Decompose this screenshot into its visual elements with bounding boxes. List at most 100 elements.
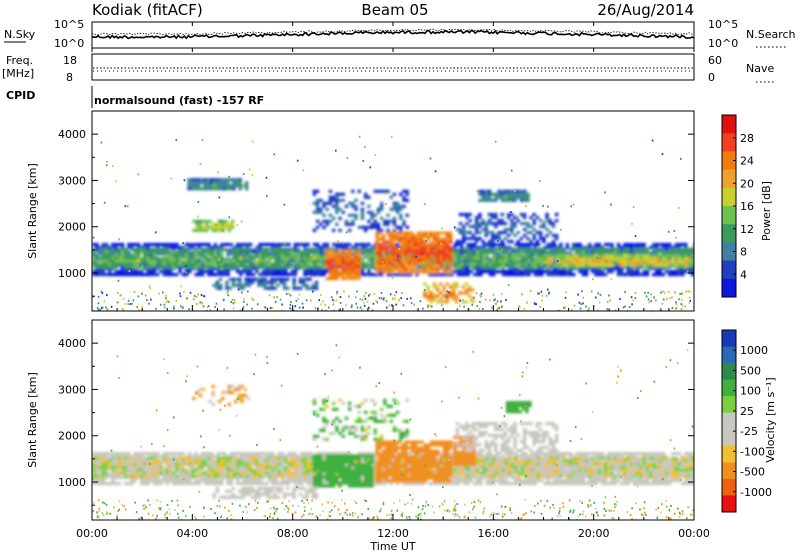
heatmap-cell — [130, 270, 134, 273]
heatmap-cell — [105, 452, 109, 455]
noise-pixel — [385, 193, 387, 195]
heatmap-cell — [166, 243, 170, 246]
heatmap-cell — [286, 278, 290, 281]
heatmap-cell — [544, 255, 548, 258]
heatmap-cell — [399, 208, 403, 211]
heatmap-cell — [553, 251, 557, 254]
noise-pixel — [141, 306, 143, 308]
heatmap-cell — [134, 248, 138, 251]
heatmap-cell — [513, 225, 517, 228]
noise-pixel — [365, 298, 367, 300]
heatmap-cell — [370, 273, 374, 276]
heatmap-cell — [98, 260, 102, 263]
heatmap-cell — [313, 190, 317, 193]
heatmap-cell — [201, 251, 205, 254]
heatmap-cell — [236, 257, 240, 260]
heatmap-cell — [348, 214, 352, 217]
heatmap-cell — [460, 263, 464, 266]
heatmap-cell — [417, 261, 421, 264]
heatmap-cell — [427, 243, 431, 246]
heatmap-cell — [521, 273, 525, 276]
heatmap-cell — [233, 260, 237, 263]
heatmap-cell — [510, 222, 513, 225]
noise-pixel — [457, 308, 459, 310]
heatmap-cell — [303, 243, 307, 246]
heatmap-cell — [524, 263, 528, 266]
heatmap-cell — [655, 248, 659, 251]
heatmap-cell — [546, 243, 550, 246]
heatmap-cell — [393, 220, 397, 223]
heatmap-cell — [414, 270, 418, 273]
heatmap-cell — [172, 260, 176, 263]
heatmap-cell — [199, 220, 203, 223]
noise-pixel — [331, 296, 333, 298]
heatmap-cell — [201, 243, 205, 246]
heatmap-cell — [361, 270, 365, 273]
heatmap-cell — [476, 254, 480, 257]
heatmap-cell — [594, 248, 598, 251]
heatmap-cell — [433, 270, 437, 273]
heatmap-cell — [230, 243, 234, 246]
heatmap-cell — [159, 482, 163, 485]
heatmap-cell — [456, 228, 460, 231]
heatmap-cell — [198, 263, 202, 266]
heatmap-cell — [249, 452, 253, 455]
heatmap-cell — [382, 234, 386, 237]
heatmap-cell — [507, 216, 511, 219]
heatmap-cell — [225, 281, 229, 284]
heatmap-cell — [588, 248, 592, 251]
heatmap-cell — [239, 452, 243, 455]
heatmap-cell — [242, 243, 246, 246]
heatmap-cell — [316, 205, 320, 208]
heatmap-cell — [332, 205, 336, 208]
heatmap-cell — [406, 226, 410, 229]
heatmap-cell — [527, 254, 531, 257]
heatmap-cell — [217, 263, 221, 266]
heatmap-cell — [439, 300, 443, 303]
heatmap-cell — [213, 181, 217, 184]
heatmap-cell — [98, 273, 102, 276]
heatmap-cell — [476, 248, 480, 251]
noise-pixel — [145, 295, 147, 297]
heatmap-cell — [260, 281, 264, 284]
heatmap-cell — [640, 255, 644, 258]
heatmap-cell — [485, 225, 489, 228]
heatmap-cell — [220, 251, 224, 254]
heatmap-cell — [382, 237, 386, 240]
heatmap-cell — [351, 214, 355, 217]
heatmap-cell — [271, 452, 275, 455]
heatmap-cell — [501, 199, 505, 202]
noise-pixel — [162, 292, 164, 294]
heatmap-cell — [223, 184, 227, 187]
noise-pixel — [599, 301, 601, 303]
noise-pixel — [648, 301, 650, 303]
heatmap-cell — [530, 248, 534, 251]
heatmap-cell — [492, 270, 496, 273]
noise-pixel — [381, 292, 383, 294]
heatmap-cell — [121, 260, 125, 263]
heatmap-cell — [95, 243, 99, 246]
heatmap-cell — [226, 251, 230, 254]
heatmap-cell — [178, 246, 182, 249]
heatmap-cell — [249, 248, 253, 251]
heatmap-cell — [475, 240, 479, 243]
heatmap-cell — [249, 261, 253, 264]
heatmap-cell — [478, 213, 482, 216]
noise-pixel — [347, 251, 349, 253]
heatmap-cell — [191, 181, 195, 184]
heatmap-cell — [457, 251, 461, 254]
heatmap-cell — [455, 282, 459, 285]
heatmap-cell — [175, 452, 179, 455]
heatmap-cell — [284, 263, 288, 266]
heatmap-cell — [319, 273, 323, 276]
heatmap-cell — [598, 248, 602, 251]
heatmap-cell — [502, 270, 506, 273]
noise-pixel — [288, 293, 290, 295]
heatmap-cell — [459, 213, 463, 216]
heatmap-cell — [540, 260, 544, 263]
heatmap-cell — [361, 211, 365, 214]
heatmap-cell — [526, 222, 530, 225]
heatmap-cell — [258, 452, 262, 455]
heatmap-cell — [370, 214, 374, 217]
heatmap-cell — [130, 248, 134, 251]
